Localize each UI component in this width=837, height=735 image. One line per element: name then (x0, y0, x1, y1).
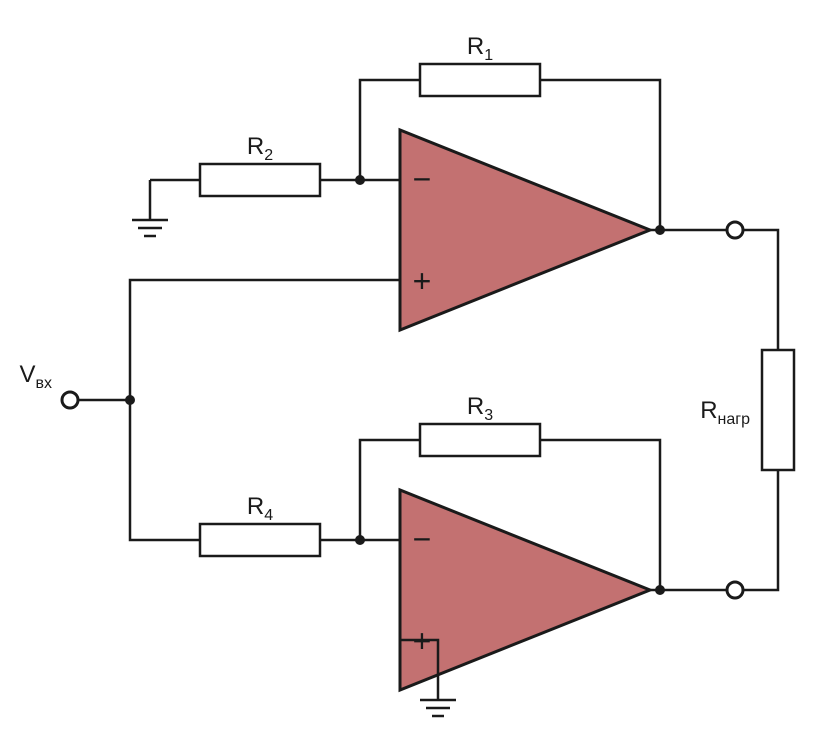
opamp-bottom-minus: − (413, 521, 432, 557)
wire (735, 230, 778, 350)
opamp-top-plus: + (413, 263, 432, 299)
junction-bot-out (655, 585, 665, 595)
resistor-r2-label: R2 (247, 133, 273, 164)
opamp-top-minus: − (413, 161, 432, 197)
vin-label: Vвх (19, 361, 52, 392)
junction-top-out (655, 225, 665, 235)
resistor-rload-label: Rнагр (700, 397, 750, 428)
opamp-top (400, 130, 650, 330)
resistor-r3 (420, 424, 540, 456)
terminal-vin (62, 392, 78, 408)
resistor-rload (762, 350, 794, 470)
junction-top-inv (355, 175, 365, 185)
resistor-r3-label: R3 (467, 393, 493, 424)
wire (735, 470, 778, 590)
junction-vin (125, 395, 135, 405)
resistor-r2 (200, 164, 320, 196)
junction-bot-inv (355, 535, 365, 545)
wire (130, 280, 400, 400)
resistor-r1-label: R1 (467, 33, 493, 64)
terminal-out-top (727, 222, 743, 238)
resistor-r4 (200, 524, 320, 556)
resistor-r1 (420, 64, 540, 96)
terminal-out-bottom (727, 582, 743, 598)
wire (130, 400, 200, 540)
resistor-r4-label: R4 (247, 493, 273, 524)
circuit-diagram: −+−+R2R1R4R3RнагрVвх (0, 0, 837, 735)
